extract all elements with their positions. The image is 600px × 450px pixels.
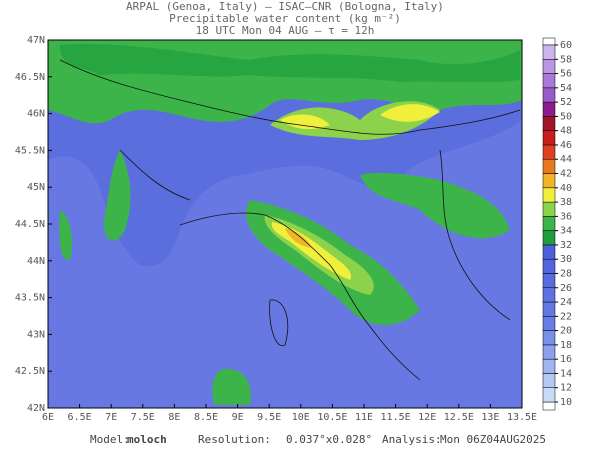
- axes: 6E 6.5E 7E 7.5E 8E 8.5E 9E 9.5E 10E 10.5E 11E 11.5E…: [15, 35, 537, 423]
- colorbar-label: 56: [560, 69, 572, 80]
- colorbar-segment: [542, 144, 556, 160]
- colorbar-segment: [542, 301, 556, 317]
- colorbar-label: 42: [560, 169, 572, 180]
- coastlines: [59, 59, 521, 381]
- x-tick-label: 13E: [481, 412, 499, 423]
- footer-label: Model:: [90, 433, 130, 446]
- footer-value: Mon 06Z04AUG2025: [440, 433, 546, 446]
- x-tick-label: 8.5E: [194, 412, 218, 423]
- colorbar-segment: [542, 344, 556, 360]
- colorbar-label: 40: [560, 183, 572, 194]
- footer-value: 0.037°x0.028°: [286, 433, 372, 446]
- colorbar-label: 34: [560, 226, 572, 237]
- y-tick-label: 47N: [27, 35, 45, 46]
- field: [48, 40, 522, 408]
- x-tick-label: 12E: [418, 412, 436, 423]
- x-tick-label: 7.5E: [131, 412, 155, 423]
- header-line: Precipitable water content (kg m⁻²): [169, 12, 401, 25]
- y-tick-label: 46N: [27, 109, 45, 120]
- colorbar-label: 24: [560, 297, 572, 308]
- x-tick-label: 12.5E: [444, 412, 474, 423]
- colorbar-label: 12: [560, 383, 572, 394]
- colorbar-segment: [542, 101, 556, 117]
- colorbar-segment: [542, 373, 556, 388]
- colorbar-label: 48: [560, 126, 572, 137]
- footer-label: Analysis:: [382, 433, 442, 446]
- footer-label: Resolution:: [198, 433, 271, 446]
- y-tick-label: 45.5N: [15, 145, 45, 156]
- colorbar-end: [542, 401, 556, 411]
- x-tick-label: 9E: [232, 412, 244, 423]
- colorbar-label: 58: [560, 54, 572, 65]
- colorbar-label: 30: [560, 254, 572, 265]
- y-tick-label: 42.5N: [15, 366, 45, 377]
- colorbar-segment: [542, 158, 556, 174]
- colorbar-segment: [542, 330, 556, 346]
- y-tick-label: 43N: [27, 329, 45, 340]
- y-tick-label: 45N: [27, 182, 45, 193]
- colorbar-label: 10: [560, 397, 572, 408]
- y-tick-label: 43.5N: [15, 293, 45, 304]
- colorbar-segment: [542, 287, 556, 303]
- colorbar-label: 28: [560, 268, 572, 279]
- colorbar-segment: [542, 216, 556, 231]
- x-tick-label: 8E: [168, 412, 180, 423]
- x-tick-label: 13.5E: [507, 412, 537, 423]
- colorbar-label: 16: [560, 354, 572, 365]
- y-tick-label: 42N: [27, 403, 45, 414]
- x-tick-label: 10.5E: [317, 412, 347, 423]
- colorbar-label: 36: [560, 211, 572, 222]
- colorbar-segment: [542, 387, 556, 403]
- x-tick-label: 9.5E: [257, 412, 281, 423]
- colorbar-label: 26: [560, 283, 572, 294]
- colorbar-end: [542, 37, 556, 46]
- colorbar-segment: [542, 273, 556, 289]
- colorbar-label: 44: [560, 154, 572, 165]
- header-line: 18 UTC Mon 04 AUG – τ = 12h: [196, 24, 375, 37]
- colorbar-segment: [542, 187, 556, 203]
- header-line: ARPAL (Genoa, Italy) – ISAC–CNR (Bologna…: [126, 0, 444, 13]
- colorbar-segment: [542, 316, 556, 331]
- x-tick-label: 10E: [292, 412, 310, 423]
- colorbar-segment: [542, 87, 556, 103]
- x-tick-label: 11E: [355, 412, 373, 423]
- colorbar-label: 14: [560, 368, 572, 379]
- x-tick-label: 7E: [105, 412, 117, 423]
- colorbar-label: 18: [560, 340, 572, 351]
- colorbar-segment: [542, 173, 556, 189]
- colorbar-label: 32: [560, 240, 572, 251]
- colorbar-segment: [542, 244, 556, 260]
- colorbar-label: 22: [560, 311, 572, 322]
- colorbar-segment: [542, 230, 556, 246]
- colorbar-segment: [542, 44, 556, 60]
- y-tick-label: 46.5N: [15, 72, 45, 83]
- x-tick-label: 11.5E: [381, 412, 411, 423]
- x-tick-label: 6E: [42, 412, 54, 423]
- colorbar-label: 46: [560, 140, 572, 151]
- colorbar-label: 38: [560, 197, 572, 208]
- footer-value: moloch: [127, 433, 167, 446]
- x-tick-label: 6.5E: [68, 412, 92, 423]
- colorbar-segment: [542, 258, 556, 274]
- colorbar-label: 50: [560, 111, 572, 122]
- colorbar-label: 20: [560, 326, 572, 337]
- colorbar-segment: [542, 130, 556, 146]
- colorbar-segment: [542, 116, 556, 131]
- colorbar-segment: [542, 358, 556, 374]
- colorbar-segment: [542, 59, 556, 74]
- colorbar: 10 12 14 16 18 20 22 24 26 28 30 32 34 36 38 40 42 44 46 48…: [542, 37, 572, 411]
- colorbar-label: 60: [560, 40, 572, 51]
- colorbar-label: 54: [560, 83, 572, 94]
- colorbar-label: 52: [560, 97, 572, 108]
- colorbar-segment: [542, 73, 556, 89]
- y-tick-label: 44.5N: [15, 219, 45, 230]
- colorbar-segment: [542, 201, 556, 217]
- y-tick-label: 44N: [27, 256, 45, 267]
